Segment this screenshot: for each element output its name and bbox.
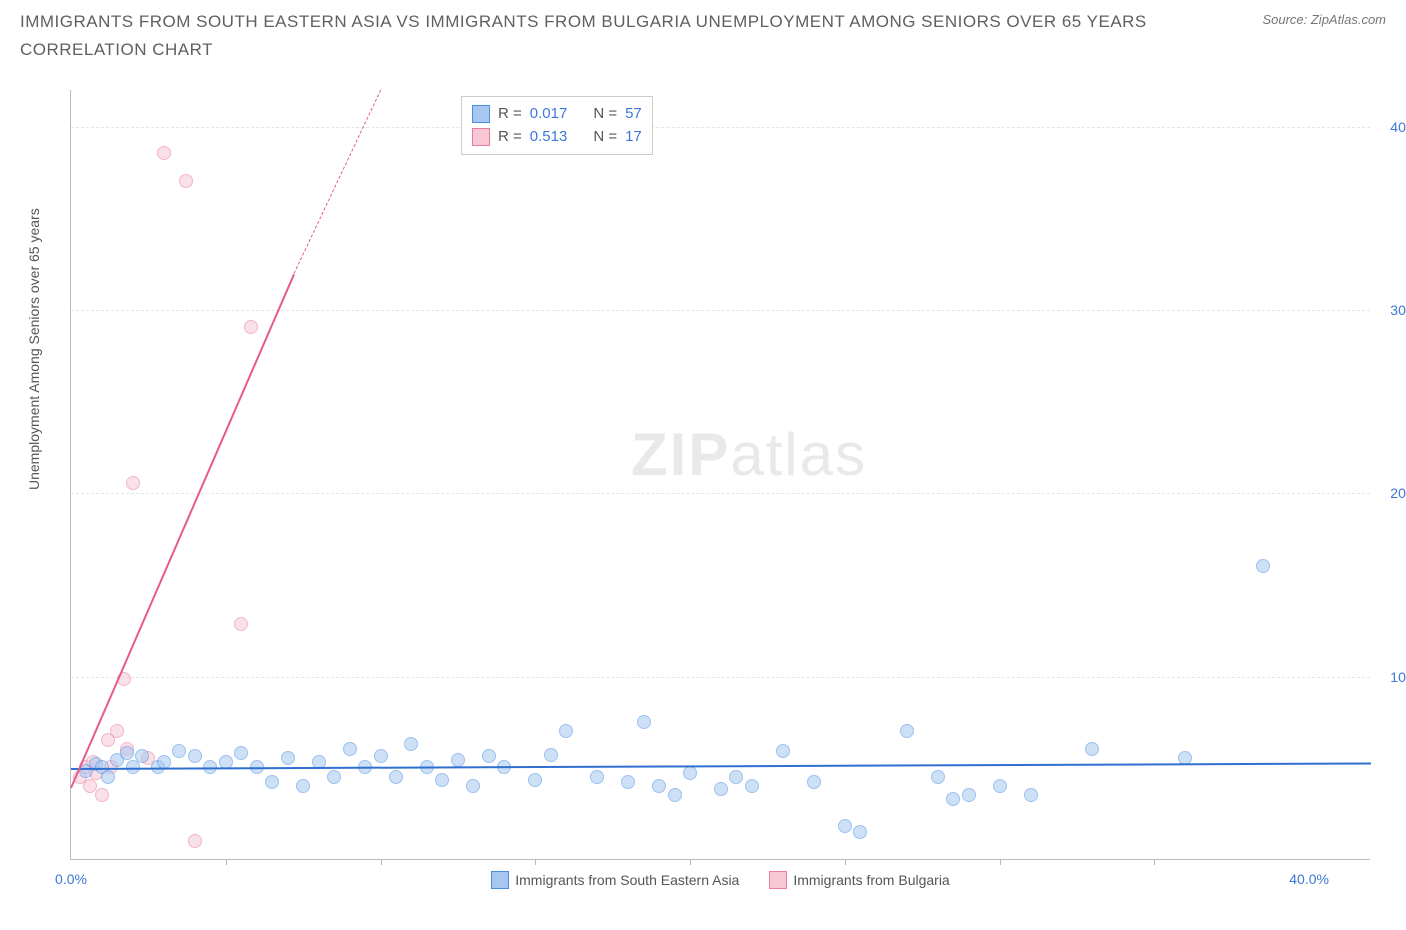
y-axis-label: Unemployment Among Seniors over 65 years [26, 208, 42, 490]
scatter-point [962, 788, 976, 802]
scatter-point [188, 749, 202, 763]
scatter-point [544, 748, 558, 762]
x-tick-mark [1000, 859, 1001, 865]
r-value: 0.513 [530, 126, 568, 149]
y-tick-label: 10.0% [1375, 669, 1406, 685]
bottom-legend: Immigrants from South Eastern Asia Immigr… [71, 871, 1370, 889]
plot-area: ZIPatlas 10.0%20.0%30.0%40.0%0.0%40.0%R … [70, 90, 1370, 860]
scatter-point [466, 779, 480, 793]
scatter-point [776, 744, 790, 758]
legend-swatch [472, 128, 490, 146]
scatter-point [590, 770, 604, 784]
x-tick-mark [845, 859, 846, 865]
legend-swatch [769, 871, 787, 889]
y-tick-label: 20.0% [1375, 485, 1406, 501]
n-label: N = [593, 103, 617, 126]
legend-swatch [472, 105, 490, 123]
x-tick-mark [690, 859, 691, 865]
scatter-point [135, 749, 149, 763]
grid-line [71, 493, 1370, 494]
x-tick-mark [226, 859, 227, 865]
stats-legend: R = 0.017 N = 57 R = 0.513 N = 17 [461, 96, 653, 155]
scatter-point [296, 779, 310, 793]
scatter-point [374, 749, 388, 763]
scatter-point [528, 773, 542, 787]
legend-label: Immigrants from Bulgaria [793, 872, 949, 888]
trend-line [293, 90, 381, 274]
y-tick-label: 40.0% [1375, 119, 1406, 135]
scatter-point [931, 770, 945, 784]
legend-swatch [491, 871, 509, 889]
scatter-point [451, 753, 465, 767]
scatter-point [343, 742, 357, 756]
trend-line [71, 763, 1371, 770]
x-tick-mark [535, 859, 536, 865]
scatter-point [234, 746, 248, 760]
n-label: N = [593, 126, 617, 149]
n-value: 57 [625, 103, 642, 126]
scatter-point [389, 770, 403, 784]
scatter-point [327, 770, 341, 784]
scatter-point [1256, 559, 1270, 573]
legend-item: Immigrants from South Eastern Asia [491, 871, 739, 889]
scatter-point [482, 749, 496, 763]
scatter-point [110, 724, 124, 738]
scatter-point [853, 825, 867, 839]
scatter-point [745, 779, 759, 793]
scatter-point [95, 788, 109, 802]
chart-title: IMMIGRANTS FROM SOUTH EASTERN ASIA VS IM… [20, 12, 1147, 32]
scatter-point [83, 779, 97, 793]
scatter-point [807, 775, 821, 789]
scatter-point [729, 770, 743, 784]
scatter-point [714, 782, 728, 796]
y-tick-label: 30.0% [1375, 302, 1406, 318]
scatter-point [435, 773, 449, 787]
scatter-point [900, 724, 914, 738]
scatter-point [559, 724, 573, 738]
scatter-point [404, 737, 418, 751]
scatter-point [993, 779, 1007, 793]
legend-label: Immigrants from South Eastern Asia [515, 872, 739, 888]
scatter-point [1085, 742, 1099, 756]
trend-line [70, 274, 295, 788]
scatter-point [621, 775, 635, 789]
r-label: R = [498, 126, 522, 149]
scatter-point [234, 617, 248, 631]
scatter-point [838, 819, 852, 833]
scatter-point [101, 770, 115, 784]
x-tick-mark [381, 859, 382, 865]
watermark: ZIPatlas [631, 420, 867, 489]
scatter-point [179, 174, 193, 188]
scatter-point [120, 746, 134, 760]
scatter-point [126, 476, 140, 490]
scatter-point [668, 788, 682, 802]
scatter-point [265, 775, 279, 789]
chart-subtitle: CORRELATION CHART [0, 36, 1406, 70]
plot-container: Unemployment Among Seniors over 65 years… [44, 90, 1394, 890]
grid-line [71, 310, 1370, 311]
scatter-point [157, 146, 171, 160]
x-tick-mark [1154, 859, 1155, 865]
scatter-point [637, 715, 651, 729]
scatter-point [683, 766, 697, 780]
stats-legend-row: R = 0.017 N = 57 [472, 103, 642, 126]
scatter-point [946, 792, 960, 806]
stats-legend-row: R = 0.513 N = 17 [472, 126, 642, 149]
r-label: R = [498, 103, 522, 126]
scatter-point [244, 320, 258, 334]
legend-item: Immigrants from Bulgaria [769, 871, 949, 889]
grid-line [71, 677, 1370, 678]
grid-line [71, 127, 1370, 128]
n-value: 17 [625, 126, 642, 149]
r-value: 0.017 [530, 103, 568, 126]
scatter-point [652, 779, 666, 793]
scatter-point [1024, 788, 1038, 802]
source-label: Source: ZipAtlas.com [1262, 12, 1386, 27]
scatter-point [188, 834, 202, 848]
scatter-point [172, 744, 186, 758]
scatter-point [281, 751, 295, 765]
